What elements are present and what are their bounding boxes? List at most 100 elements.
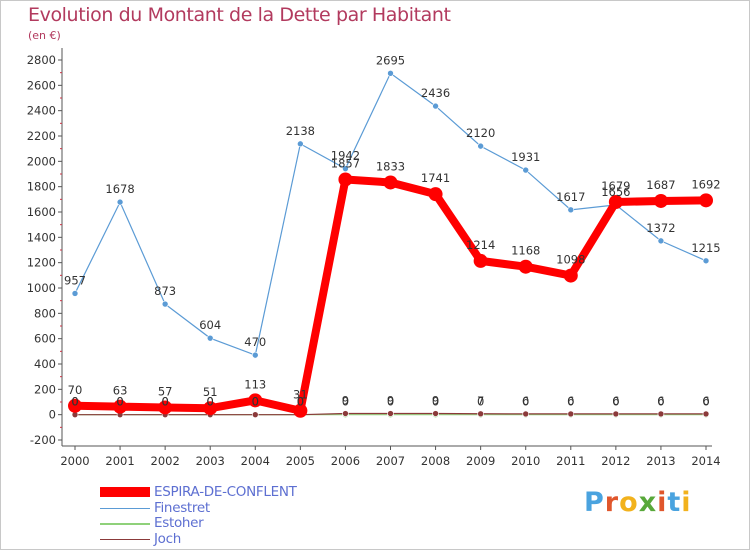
legend-label-estoher: Estoher (154, 515, 204, 531)
data-point-joch (567, 410, 575, 418)
legend-swatch-finestret (100, 507, 150, 509)
x-tick-label: 2000 (60, 454, 89, 468)
data-label-finestret: 2436 (421, 86, 450, 100)
data-label-espira-de-conflent: 113 (244, 377, 266, 391)
data-point-espira-de-conflent (158, 400, 173, 415)
data-label-joch: 0 (116, 395, 123, 409)
chart-axes (61, 48, 712, 447)
data-label-joch: 9 (387, 394, 394, 408)
data-label-joch: 6 (567, 394, 574, 408)
data-point-finestret (387, 70, 394, 77)
x-tick-label: 2004 (241, 454, 270, 468)
legend-swatch-joch (100, 538, 150, 540)
data-label-espira-de-conflent: 70 (68, 383, 83, 397)
x-tick-label: 2009 (466, 454, 495, 468)
data-label-finestret: 1931 (511, 150, 540, 164)
data-label-estoher: 0 (252, 395, 259, 409)
data-point-joch (477, 410, 484, 418)
data-point-finestret (251, 351, 259, 359)
data-label-estoher: 0 (116, 395, 123, 409)
data-label-espira-de-conflent: 57 (158, 384, 173, 398)
data-label-finestret: 1372 (646, 221, 675, 235)
data-point-finestret (116, 198, 124, 206)
data-point-finestret (297, 140, 304, 148)
data-point-espira-de-conflent (518, 259, 533, 274)
data-point-espira-de-conflent (248, 393, 263, 408)
data-label-finestret: 1617 (556, 190, 585, 204)
data-label-espira-de-conflent: 1679 (601, 179, 630, 193)
data-point-espira-de-conflent (113, 399, 128, 414)
data-label-espira-de-conflent: 1833 (376, 159, 405, 173)
data-label-finestret: 2138 (286, 124, 315, 138)
data-label-finestret: 1678 (105, 182, 134, 196)
data-label-joch: 6 (612, 394, 619, 408)
data-label-joch: 0 (297, 395, 304, 409)
legend-swatch-estoher (100, 523, 150, 525)
y-tick-label: 800 (34, 306, 56, 320)
x-tick-label: 2011 (556, 454, 585, 468)
data-point-espira-de-conflent (68, 398, 82, 413)
data-point-finestret (206, 334, 214, 342)
y-tick-label: 1600 (27, 205, 56, 219)
y-tick-label: 600 (34, 332, 56, 346)
y-tick-label: 2600 (27, 78, 56, 92)
data-label-finestret: 957 (64, 273, 86, 287)
data-label-joch: 0 (252, 395, 259, 409)
x-tick-label: 2012 (601, 454, 630, 468)
y-tick-label: 400 (34, 357, 56, 371)
legend-label-joch: Joch (154, 530, 182, 547)
data-point-joch (657, 410, 665, 418)
logo-letter: o (619, 487, 639, 518)
data-point-espira-de-conflent (383, 175, 398, 190)
x-tick-label: 2010 (511, 454, 540, 468)
data-point-finestret (567, 206, 575, 214)
y-axis-ticks: -200 0 200 400 600 800 1000 1200 1400 1600 1800 200… (27, 53, 62, 447)
data-label-joch: 6 (657, 394, 664, 408)
data-label-finestret: 2120 (466, 126, 495, 140)
data-point-joch (522, 410, 530, 418)
data-label-estoher: 0 (207, 395, 214, 409)
data-label-espira-de-conflent: 1741 (421, 171, 450, 185)
data-label-estoher: 0 (71, 395, 78, 409)
proxiti-logo: Proxiti (584, 487, 692, 518)
data-label-espira-de-conflent: 63 (113, 384, 128, 398)
y-tick-label: 2400 (27, 104, 56, 118)
data-label-estoher: 0 (432, 395, 439, 409)
data-label-finestret: 1942 (331, 149, 360, 163)
data-label-joch: 7 (477, 394, 484, 408)
data-label-joch: 9 (342, 394, 349, 408)
y-tick-label: 1800 (27, 180, 56, 194)
logo-letter: i (681, 487, 692, 518)
data-point-espira-de-conflent (428, 187, 443, 202)
data-label-estoher: 0 (477, 395, 484, 409)
x-tick-label: 2007 (376, 454, 405, 468)
data-point-espira-de-conflent (473, 253, 488, 268)
data-label-joch: 6 (522, 394, 529, 408)
data-label-espira-de-conflent: 1168 (511, 244, 540, 258)
data-label-joch: 9 (432, 394, 439, 408)
x-axis-ticks: 2000 2001 2002 2003 2004 2005 2006 2007 2008 2009… (60, 446, 721, 468)
y-tick-label: 2800 (27, 53, 56, 67)
x-tick-label: 2002 (151, 454, 180, 468)
y-tick-label: 2200 (27, 129, 56, 143)
y-tick-label: 1200 (27, 256, 56, 270)
y-tick-label: 200 (34, 382, 56, 396)
data-label-finestret: 1215 (691, 241, 720, 255)
data-label-joch: 0 (71, 395, 78, 409)
series-layer (68, 70, 713, 418)
y-tick-label: -200 (30, 433, 56, 447)
data-point-finestret (71, 290, 79, 297)
data-label-joch: 0 (207, 395, 214, 409)
data-point-joch (702, 410, 710, 418)
legend-swatch-espira (100, 487, 150, 497)
data-point-espira-de-conflent (338, 172, 353, 187)
data-label-finestret: 470 (244, 335, 266, 349)
data-point-espira-de-conflent (699, 193, 713, 208)
data-point-espira-de-conflent (203, 401, 218, 416)
data-point-finestret (702, 257, 710, 265)
data-point-joch (251, 411, 259, 418)
x-tick-label: 2001 (105, 454, 134, 468)
x-tick-label: 2013 (646, 454, 675, 468)
